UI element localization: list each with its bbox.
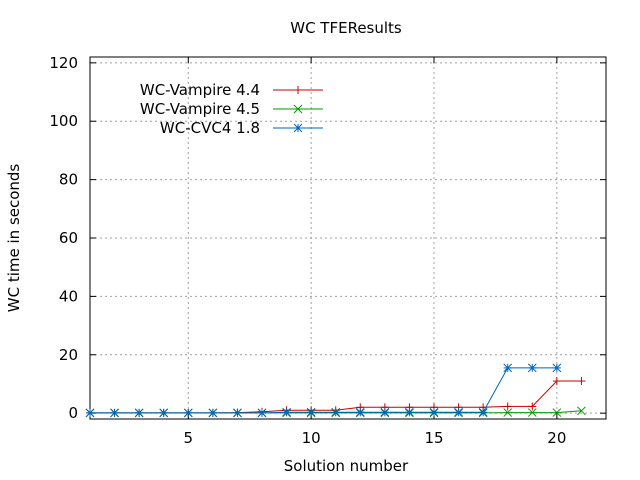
- series-line: [90, 367, 557, 414]
- x-tick-label: 5: [184, 429, 194, 447]
- legend-label: WC-Vampire 4.5: [140, 100, 260, 118]
- data-point: [527, 363, 537, 373]
- data-point: [159, 408, 169, 418]
- data-point: [527, 408, 537, 417]
- data-point: [503, 363, 513, 373]
- data-point: [380, 407, 390, 417]
- data-point: [503, 408, 513, 417]
- legend-label: WC-Vampire 4.4: [140, 81, 260, 99]
- y-axis-title: WC time in seconds: [5, 164, 23, 313]
- axis-ticks: 0 20 40 60 80 100 120 5 10 15 20: [49, 54, 606, 447]
- data-point: [85, 408, 95, 418]
- grid: [90, 57, 606, 419]
- data-point: [454, 407, 463, 417]
- data-point: [577, 377, 586, 386]
- data-point: [429, 407, 439, 417]
- y-tick-label: 120: [49, 54, 78, 72]
- y-tick-label: 100: [49, 112, 78, 130]
- x-tick-label: 10: [302, 429, 321, 447]
- series: [85, 363, 586, 418]
- legend-marker: [293, 123, 303, 133]
- x-axis-title: Solution number: [284, 457, 409, 475]
- data-point: [282, 407, 291, 417]
- legend: WC-Vampire 4.4WC-Vampire 4.5WC-CVC4 1.8: [140, 81, 323, 137]
- data-point: [405, 407, 414, 417]
- data-point: [331, 407, 341, 417]
- data-point: [552, 363, 562, 373]
- data-point: [478, 407, 488, 417]
- y-tick-label: 80: [59, 171, 78, 189]
- data-point: [355, 407, 365, 417]
- data-point: [552, 408, 562, 417]
- data-point: [110, 408, 119, 418]
- data-point: [528, 402, 537, 411]
- data-point: [503, 402, 512, 411]
- legend-label: WC-CVC4 1.8: [160, 119, 260, 137]
- data-point: [134, 408, 144, 418]
- x-tick-label: 15: [424, 429, 443, 447]
- data-point: [233, 408, 242, 418]
- series-3: [85, 363, 562, 418]
- y-tick-label: 0: [68, 404, 78, 422]
- data-point: [552, 377, 561, 386]
- legend-marker: [293, 104, 303, 114]
- data-point: [208, 408, 218, 418]
- data-point: [257, 408, 267, 418]
- x-tick-label: 20: [547, 429, 566, 447]
- y-tick-label: 20: [59, 346, 78, 364]
- legend-marker: [294, 86, 302, 94]
- data-point: [577, 406, 586, 416]
- chart-title: WC TFEResults: [290, 19, 402, 37]
- data-point: [306, 407, 316, 417]
- y-tick-label: 40: [59, 287, 78, 305]
- data-point: [183, 408, 193, 418]
- y-tick-label: 60: [59, 229, 78, 247]
